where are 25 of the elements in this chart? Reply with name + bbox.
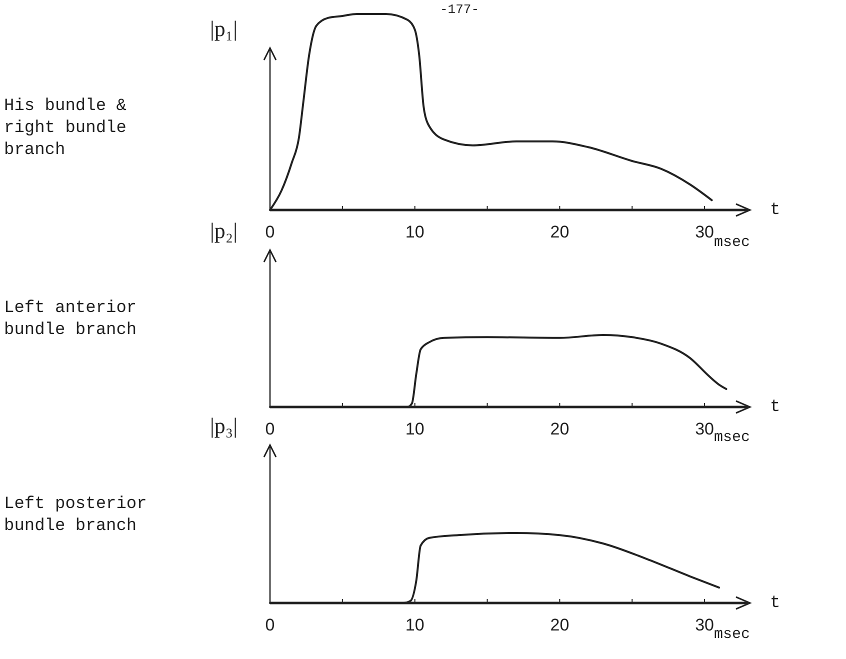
text: msec [714, 626, 750, 643]
text: msec [714, 234, 750, 251]
y-axis-title: |p₂| [210, 218, 238, 243]
x-tick-label: 0 [265, 615, 275, 634]
x-tick-label: 10 [405, 615, 424, 634]
text: Left anterior bundle branch [4, 299, 137, 340]
x-tick-label: 0 [265, 419, 275, 438]
annotation: -177- [440, 2, 480, 17]
x-tick-label: 30 [695, 615, 714, 634]
x-axis-title: t [770, 201, 780, 220]
text: Left posterior bundle branch [4, 495, 147, 536]
x-axis-title: t [770, 398, 780, 417]
x-tick-label: 20 [550, 419, 570, 438]
x-tick-label: 10 [405, 419, 424, 438]
x-tick-label: 30 [695, 419, 714, 438]
x-tick-label: 30 [695, 222, 714, 242]
y-axis-title: |p₃| [210, 413, 238, 438]
x-tick-label: 0 [265, 222, 275, 242]
x-tick-label: 20 [550, 615, 570, 634]
text: msec [714, 429, 750, 446]
x-tick-label: 20 [550, 222, 570, 242]
y-axis-title: |p₁| [210, 16, 238, 41]
text: His bundle & right bundle branch [4, 97, 126, 160]
x-tick-label: 10 [405, 222, 424, 242]
x-axis-title: t [770, 594, 780, 613]
